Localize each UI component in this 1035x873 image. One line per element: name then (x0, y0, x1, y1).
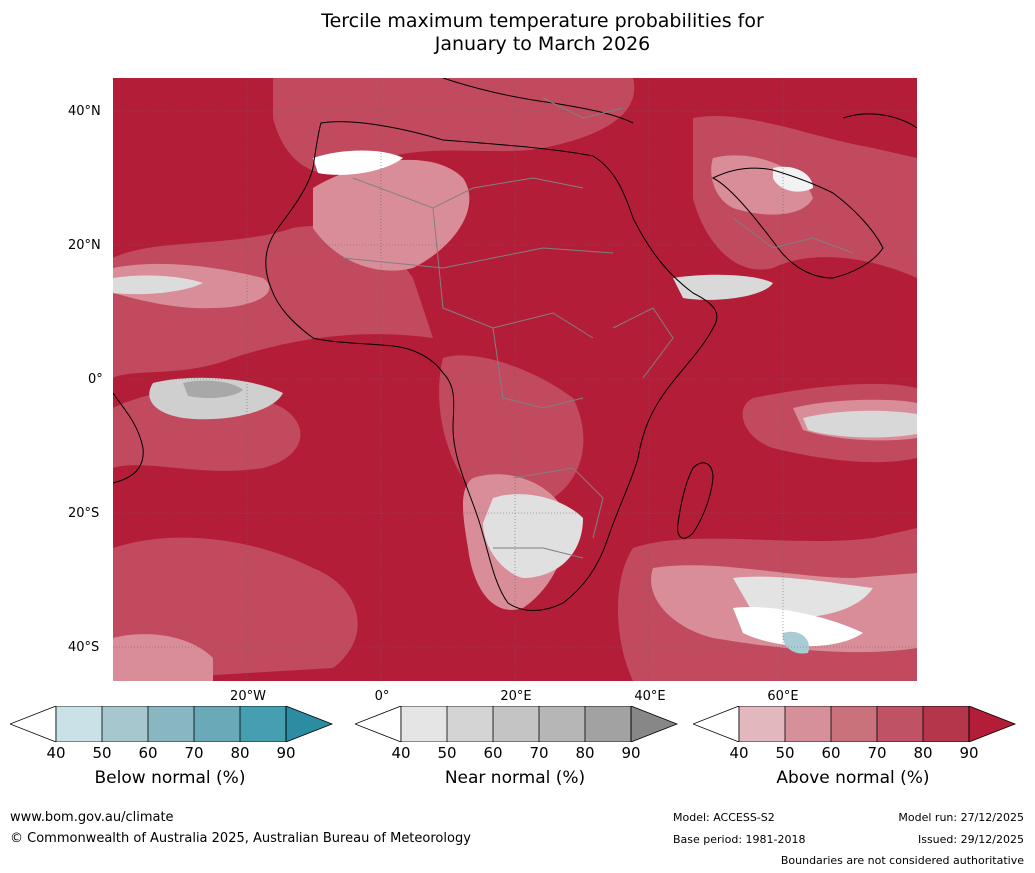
below-tick-90: 90 (276, 744, 296, 762)
above-normal-label: Above normal (%) (776, 768, 930, 788)
lat-label-40s: 40°S (68, 640, 100, 655)
near-normal-swatch-1 (401, 706, 447, 742)
below-normal-swatch-over (285, 706, 334, 742)
below-normal-label: Below normal (%) (94, 768, 246, 788)
below-normal-swatch-1 (56, 706, 102, 742)
near-normal-swatch-over (630, 706, 679, 742)
model-text: Model: ACCESS-S2 (673, 811, 775, 824)
disclaimer-text: Boundaries are not considered authoritat… (780, 854, 1024, 867)
below-tick-60: 60 (138, 744, 158, 762)
lon-label-40e: 40°E (634, 689, 666, 704)
colorbar-above-normal (693, 706, 1017, 742)
above-normal-swatch-over (968, 706, 1017, 742)
above-normal-swatch-4 (877, 706, 923, 742)
base-period-text: Base period: 1981-2018 (673, 833, 806, 846)
below-normal-swatch-2 (102, 706, 148, 742)
near-tick-60: 60 (483, 744, 503, 762)
lat-label-equator: 0° (88, 372, 103, 387)
colorbar-below-normal (10, 706, 334, 742)
near-normal-swatch-2 (447, 706, 493, 742)
near-normal-swatch-5 (585, 706, 631, 742)
above-tick-70: 70 (867, 744, 887, 762)
above-normal-swatch-1 (739, 706, 785, 742)
above-normal-swatch-3 (831, 706, 877, 742)
near-normal-label: Near normal (%) (444, 768, 586, 788)
below-tick-70: 70 (184, 744, 204, 762)
map-title-line2: January to March 2026 (434, 33, 651, 55)
above-normal-swatch-2 (785, 706, 831, 742)
model-run-text: Model run: 27/12/2025 (898, 811, 1024, 824)
below-tick-80: 80 (230, 744, 250, 762)
near-tick-90: 90 (621, 744, 641, 762)
near-tick-70: 70 (529, 744, 549, 762)
below-normal-swatch-3 (148, 706, 194, 742)
above-tick-40: 40 (729, 744, 749, 762)
above-normal-swatch-under (693, 706, 740, 742)
lat-label-20s: 20°S (68, 506, 100, 521)
lon-label-0: 0° (374, 689, 390, 704)
website-link[interactable]: www.bom.gov.au/climate (10, 810, 174, 825)
near-tick-40: 40 (391, 744, 411, 762)
map-svg (113, 78, 917, 681)
lon-label-60e: 60°E (767, 689, 799, 704)
copyright-text: © Commonwealth of Australia 2025, Austra… (10, 831, 471, 846)
probability-map (113, 78, 917, 681)
colorbar-near-normal (355, 706, 679, 742)
lat-label-20n: 20°N (68, 238, 101, 253)
issued-text: Issued: 29/12/2025 (917, 833, 1024, 846)
lat-label-40n: 40°N (68, 104, 101, 119)
above-tick-50: 50 (775, 744, 795, 762)
below-tick-50: 50 (92, 744, 112, 762)
lon-label-20w: 20°W (230, 689, 266, 704)
near-normal-shading (113, 150, 917, 654)
map-title: Tercile maximum temperature probabilitie… (0, 10, 1035, 56)
lon-label-20e: 20°E (500, 689, 532, 704)
below-tick-40: 40 (46, 744, 66, 762)
above-tick-80: 80 (913, 744, 933, 762)
below-normal-swatch-4 (194, 706, 240, 742)
above-tick-60: 60 (821, 744, 841, 762)
above-tick-90: 90 (959, 744, 979, 762)
below-normal-swatch-5 (240, 706, 286, 742)
country-borders (342, 97, 854, 559)
near-normal-swatch-3 (493, 706, 539, 742)
near-tick-50: 50 (437, 744, 457, 762)
above-normal-swatch-5 (923, 706, 969, 742)
below-normal-swatch-under (10, 706, 57, 742)
map-title-line1: Tercile maximum temperature probabilitie… (321, 10, 764, 32)
near-normal-swatch-4 (539, 706, 585, 742)
near-normal-swatch-under (355, 706, 402, 742)
near-tick-80: 80 (575, 744, 595, 762)
